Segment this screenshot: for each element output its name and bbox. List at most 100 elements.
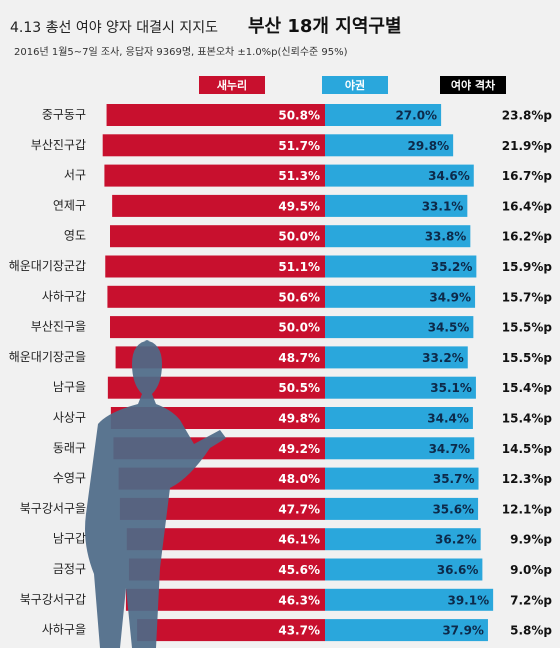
gap-label: 16.7%p (502, 169, 553, 183)
bar (325, 558, 483, 581)
bar (107, 376, 325, 399)
bar (107, 285, 325, 308)
category-label: 동래구 (53, 441, 86, 455)
category-label: 금정구 (53, 562, 86, 576)
value-label: 49.5% (278, 199, 320, 213)
value-label: 51.3% (278, 169, 320, 183)
bar (105, 255, 326, 278)
bar (106, 104, 325, 126)
gap-label: 15.7%p (502, 290, 553, 304)
legend-box (440, 76, 506, 94)
bar (325, 194, 468, 217)
bar (110, 225, 325, 248)
bar (325, 316, 474, 339)
category-label: 사하구갑 (42, 289, 86, 303)
value-label: 46.3% (278, 593, 320, 607)
legend-label: 여야 격차 (451, 78, 496, 92)
bar (325, 346, 468, 369)
value-label: 48.0% (278, 472, 320, 486)
category-label: 중구동구 (42, 108, 86, 122)
bar (325, 437, 475, 460)
category-label: 북구강서구을 (20, 501, 86, 515)
bar (126, 528, 326, 551)
category-label: 해운대기장군갑 (9, 259, 86, 273)
value-label: 45.6% (278, 563, 320, 577)
bar (325, 225, 471, 248)
value-label: 46.1% (278, 533, 320, 547)
bar (325, 104, 442, 126)
value-label: 43.7% (278, 624, 320, 638)
gap-label: 16.4%p (502, 199, 553, 213)
bar (325, 255, 477, 278)
value-label: 47.7% (278, 502, 320, 516)
gap-label: 15.5%p (502, 321, 553, 335)
value-label: 34.5% (428, 321, 470, 335)
bar (325, 588, 494, 611)
subtitle: 2016년 1월5~7일 조사, 응답자 9369명, 표본오차 ±1.0%p(… (14, 46, 348, 58)
category-label: 해운대기장군을 (9, 350, 86, 364)
bar (104, 164, 325, 187)
gap-label: 15.9%p (502, 260, 553, 274)
bar (325, 407, 473, 429)
bar (128, 558, 325, 581)
category-label: 북구강서구갑 (20, 592, 86, 606)
value-label: 27.0% (395, 109, 437, 123)
category-label: 사상구 (53, 411, 86, 425)
value-label: 36.6% (437, 563, 479, 577)
category-label: 영도 (64, 229, 86, 243)
category-label: 부산진구갑 (31, 138, 86, 152)
value-label: 51.1% (278, 260, 320, 274)
gap-label: 15.5%p (502, 351, 553, 365)
bar (125, 588, 325, 611)
category-label: 연제구 (53, 198, 86, 212)
value-label: 34.7% (429, 442, 471, 456)
gap-label: 9.9%p (510, 533, 552, 547)
gap-label: 7.2%p (510, 593, 552, 607)
legend-box (199, 76, 265, 94)
value-label: 35.2% (431, 260, 473, 274)
gap-label: 15.4%p (502, 381, 553, 395)
silhouette (85, 340, 226, 648)
bar (325, 528, 481, 551)
bar (119, 497, 325, 520)
legend-box (322, 76, 388, 94)
value-label: 29.8% (407, 139, 449, 153)
gap-label: 21.9%p (502, 139, 553, 153)
category-label: 사하구을 (42, 623, 86, 637)
value-label: 37.9% (442, 624, 484, 638)
value-label: 36.2% (435, 533, 477, 547)
bar (137, 619, 325, 642)
value-label: 50.0% (278, 230, 320, 244)
bar (112, 194, 326, 217)
gap-label: 12.3%p (502, 472, 553, 486)
value-label: 34.9% (429, 290, 471, 304)
gap-label: 14.5%p (502, 442, 553, 456)
value-label: 35.7% (433, 472, 475, 486)
value-label: 33.1% (422, 199, 464, 213)
category-label: 남구갑 (53, 532, 86, 546)
bar (110, 316, 325, 339)
value-label: 33.8% (425, 230, 467, 244)
legend-label: 야권 (345, 78, 365, 92)
value-label: 34.6% (428, 169, 470, 183)
bar (102, 134, 325, 157)
category-label: 수영구 (53, 471, 86, 485)
gap-label: 12.1%p (502, 502, 553, 516)
legend-label: 새누리 (217, 78, 247, 92)
value-label: 34.4% (427, 412, 469, 426)
gap-label: 5.8%p (510, 624, 552, 638)
value-label: 33.2% (422, 351, 464, 365)
gap-label: 16.2%p (502, 230, 553, 244)
category-label: 남구을 (53, 380, 86, 394)
gap-label: 23.8%p (502, 109, 553, 123)
value-label: 50.8% (278, 109, 320, 123)
value-label: 35.6% (432, 502, 474, 516)
bar (325, 467, 479, 490)
value-label: 49.8% (278, 412, 320, 426)
gap-label: 15.4%p (502, 412, 553, 426)
value-label: 50.0% (278, 321, 320, 335)
bar (115, 346, 325, 369)
value-label: 48.7% (278, 351, 320, 365)
gap-label: 9.0%p (510, 563, 552, 577)
